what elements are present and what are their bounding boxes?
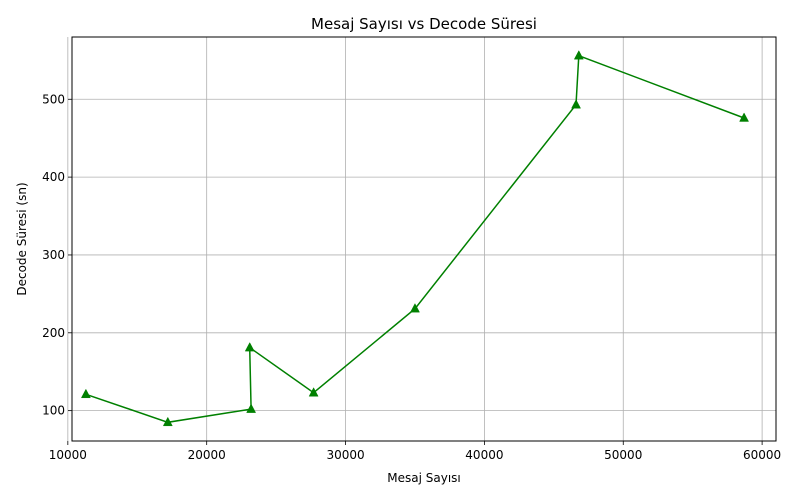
series [80, 50, 749, 427]
x-tick-label: 60000 [743, 448, 781, 462]
data-point-marker [410, 303, 420, 313]
x-tick-label: 20000 [188, 448, 226, 462]
data-point-marker [246, 403, 257, 413]
y-tick-label: 500 [42, 92, 65, 106]
data-point-marker [244, 342, 255, 352]
data-point-marker [162, 416, 173, 427]
data-point-marker [571, 99, 581, 109]
y-tick-label: 400 [42, 170, 65, 184]
x-tick-label: 10000 [49, 448, 87, 462]
y-axis-title: Decode Süresi (sn) [15, 182, 29, 295]
y-tick-label: 300 [42, 248, 65, 262]
plot-area [71, 36, 777, 442]
x-axis-title: Mesaj Sayısı [387, 471, 460, 485]
x-tick-label: 40000 [465, 448, 503, 462]
x-tick-label: 30000 [326, 448, 364, 462]
data-point-marker [573, 50, 584, 60]
data-point-marker [739, 112, 749, 122]
y-axis: 100 200 300 400 500 [42, 92, 72, 418]
data-point-marker [80, 388, 91, 399]
series-line [85, 54, 745, 424]
y-tick-label: 200 [42, 326, 65, 340]
chart-title: Mesaj Sayısı vs Decode Süresi [311, 15, 537, 33]
data-point-marker [308, 387, 319, 397]
x-axis: 10000 20000 30000 40000 50000 60000 [49, 441, 781, 462]
grid-lines [67, 37, 776, 441]
y-tick-label: 100 [42, 404, 65, 418]
x-tick-label: 50000 [604, 448, 642, 462]
plot-frame [71, 36, 777, 442]
